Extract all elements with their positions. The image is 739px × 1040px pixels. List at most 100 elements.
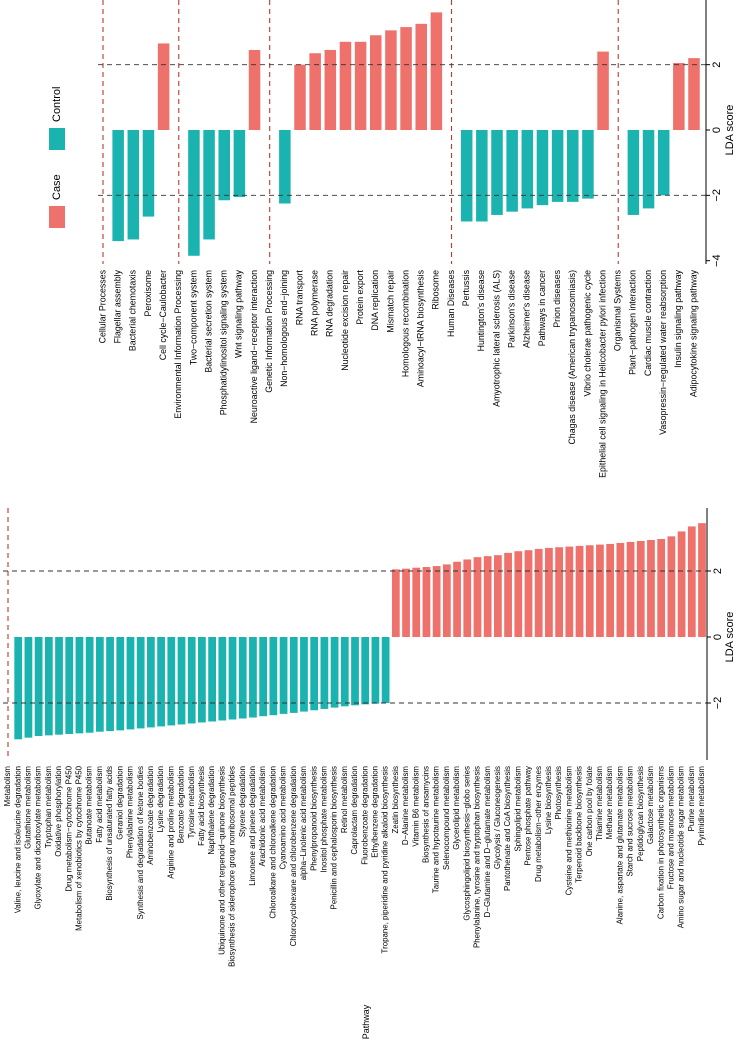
control-bar-alzheimer-s-disease — [521, 130, 534, 209]
category-label-peptidoglycan-biosynthesis: Peptidoglycan biosynthesis — [636, 766, 645, 861]
case-bar-neuroactive-ligand-receptor-interaction — [248, 49, 261, 130]
case-bar-d-alanine-metabolism — [402, 568, 410, 637]
category-label-plant-pathogen-interaction: Plant−pathogen interaction — [628, 270, 638, 375]
control-bar-bacterial-chemotaxis — [127, 130, 140, 240]
control-bar-aminobenzoate-degradation — [147, 637, 155, 728]
case-bar-rna-degradation — [324, 49, 337, 130]
category-label-ubiquinone-and-other-terpenoid-quinone-biosynthesis: Ubiquinone and other terpenoid−quinone b… — [217, 766, 226, 955]
case-bar-cysteine-and-methionine-metabolism — [565, 546, 574, 637]
category-label-phenylpropanoid-biosynthesis: Phenylpropanoid biosynthesis — [309, 766, 318, 871]
control-bar-phenylalanine-metabolism — [126, 637, 135, 730]
case-bar-pyrimidine-metabolism — [698, 523, 706, 637]
category-label-bacterial-secretion-system: Bacterial secretion system — [203, 270, 213, 373]
control-bar-huntington-s-disease — [476, 130, 488, 222]
pathway-axis-title: Pathway — [361, 1004, 371, 1039]
legend-swatch-case — [49, 206, 65, 228]
category-label-valine-leucine-and-isoleucine-degradation: Valine, leucine and isoleucine degradati… — [13, 766, 22, 913]
category-label-vibrio-cholerae-pathogenic-cycle: Vibrio cholerae pathogenic cycle — [582, 270, 592, 397]
case-bar-d-glutamine-and-d-glutamate-metabolism — [483, 556, 492, 637]
control-bar-chloroalkane-and-chloroalkene-degradation — [269, 637, 278, 716]
category-label-nucleotide-excision-repair: Nucleotide excision repair — [340, 270, 350, 371]
category-label-pantothenate-and-coa-biosynthesis: Pantothenate and CoA biosynthesis — [503, 766, 512, 891]
control-bar-retinol-metabolism — [340, 637, 349, 707]
control-bar-cardiac-muscle-contraction — [642, 130, 655, 209]
category-label-pertussis: Pertussis — [461, 269, 471, 306]
category-label-adipocytokine-signaling-pathway: Adipocytokine signaling pathway — [688, 269, 698, 397]
control-bar-biosynthesis-of-unsaturated-fatty-acids — [106, 637, 114, 732]
lda-tick-label: −4 — [711, 254, 723, 267]
category-label-genetic-information-processing: Genetic Information Processing — [264, 270, 274, 393]
category-label-peroxisome: Peroxisome — [143, 270, 153, 317]
category-label-carbon-fixation-in-photosynthetic-organisms: Carbon fixation in photosynthetic organi… — [656, 766, 665, 919]
control-bar-two-component-system — [188, 130, 200, 256]
category-label-non-homologous-end-joining: Non−homologous end−joining — [279, 270, 289, 387]
lda-tick-label: 0 — [711, 127, 723, 133]
case-bar-rna-transport — [294, 64, 306, 130]
control-bar-limonene-and-pinene-degradation — [249, 637, 257, 718]
category-label-cysteine-and-methionine-metabolism: Cysteine and methionine metabolism — [564, 766, 573, 896]
case-bar-photosynthesis — [555, 547, 563, 637]
case-bar-aminoacyl-trna-biosynthesis — [415, 23, 427, 130]
control-bar-naphthalene-degradation — [208, 637, 216, 722]
category-label-alpha-linolenic-acid-metabolism: alpha−Linolenic acid metabolism — [299, 766, 308, 881]
control-bar-parkinson-s-disease — [506, 130, 518, 212]
category-label-purine-metabolism: Purine metabolism — [687, 766, 696, 832]
case-bar-insulin-signaling-pathway — [673, 63, 685, 131]
category-label-d-glutamine-and-d-glutamate-metabolism: D−Glutamine and D−glutamate metabolism — [483, 766, 492, 918]
category-label-organismal-systems: Organismal Systems — [613, 269, 623, 351]
category-label-cellular-processes: Cellular Processes — [97, 269, 107, 343]
category-label-bacterial-chemotaxis: Bacterial chemotaxis — [128, 269, 138, 351]
category-label-huntington-s-disease: Huntington's disease — [476, 270, 486, 352]
category-label-parkinson-s-disease: Parkinson's disease — [506, 270, 516, 348]
category-label-mismatch-repair: Mismatch repair — [385, 270, 395, 333]
category-label-aminoacyl-trna-biosynthesis: Aminoacyl−tRNA biosynthesis — [416, 269, 426, 387]
bottom-lda-panel: Metabolism Valine, leucine and isoleucine… — [3, 508, 724, 967]
category-label-sphingolipid-metabolism: Sphingolipid metabolism — [513, 766, 522, 852]
category-label-retinol-metabolism: Retinol metabolism — [340, 766, 349, 834]
category-label-cardiac-muscle-contraction: Cardiac muscle contraction — [643, 270, 653, 376]
case-bar-nucleotide-excision-repair — [339, 41, 352, 130]
control-bar-amyotrophic-lateral-sclerosis-als — [491, 130, 503, 215]
category-label-methane-metabolism: Methane metabolism — [605, 766, 614, 840]
lda-tick-label: −2 — [712, 697, 724, 710]
category-label-pentose-phosphate-pathway: Pentose phosphate pathway — [524, 766, 533, 866]
category-label-glycosphingolipid-biosynthesis-globo-series: Glycosphingolipid biosynthesis−globo ser… — [462, 766, 471, 921]
control-bar-phenylpropanoid-biosynthesis — [310, 637, 319, 711]
category-label-neuroactive-ligand-receptor-interaction: Neuroactive ligand−receptor interaction — [249, 270, 259, 423]
category-label-human-diseases: Human Diseases — [446, 269, 456, 337]
category-label-taurine-and-hypotaurine-metabolism: Taurine and hypotaurine metabolism — [432, 766, 441, 894]
category-label-prion-diseases: Prion diseases — [552, 269, 562, 327]
category-label-homologous-recombination: Homologous recombination — [400, 270, 410, 377]
control-bar-fatty-acid-metabolism — [95, 637, 104, 732]
control-bar-metabolism-of-xenobiotics-by-cytochrome-p450 — [75, 637, 84, 734]
control-bar-arginine-and-proline-metabolism — [167, 637, 176, 726]
legend-swatch-control — [49, 128, 65, 150]
category-label-lysine-biosynthesis: Lysine biosynthesis — [544, 766, 553, 834]
control-bar-peroxisome — [142, 130, 155, 217]
category-label-limonene-and-pinene-degradation: Limonene and pinene degradation — [248, 766, 257, 886]
category-label-tropane-piperidine-and-pyridine-alkaloid-biosynthesis: Tropane, piperidine and pyridine alkaloi… — [381, 766, 390, 953]
category-label-amyotrophic-lateral-sclerosis-als: Amyotrophic lateral sclerosis (ALS) — [491, 270, 501, 407]
control-bar-fluorobenzoate-degradation — [361, 637, 370, 705]
case-bar-one-carbon-pool-by-folate — [585, 545, 594, 637]
case-bar-dna-replication — [370, 35, 382, 131]
case-bar-pantothenate-and-coa-biosynthesis — [504, 552, 512, 637]
case-bar-fructose-and-mannose-metabolism — [667, 536, 676, 637]
case-bar-taurine-and-hypotaurine-metabolism — [432, 566, 441, 637]
case-bar-adipocytokine-signaling-pathway — [688, 58, 700, 130]
category-label-butanoate-metabolism: Butanoate metabolism — [85, 766, 94, 845]
case-bar-phenylalanine-tyrosine-and-tryptophan-biosynthesis — [473, 557, 482, 637]
control-bar-lysine-degradation — [157, 637, 165, 727]
lda-tick-label: 2 — [712, 568, 724, 574]
category-label-benzoate-degradation: Benzoate degradation — [177, 766, 186, 843]
category-label-biosynthesis-of-ansamycins: Biosynthesis of ansamycins — [422, 766, 431, 863]
category-label-protein-export: Protein export — [355, 269, 365, 324]
category-label-vasopressin-regulated-water-reabsorption: Vasopressin−regulated water reabsorption — [658, 270, 668, 435]
top-bar-group — [112, 12, 700, 256]
control-bar-arachidonic-acid-metabolism — [259, 637, 268, 717]
control-bar-oxidative-phosphorylation — [55, 637, 63, 735]
control-bar-penicillin-and-cephalosporin-biosynthesis — [330, 637, 339, 708]
category-label-tryptophan-metabolism: Tryptophan metabolism — [44, 766, 53, 849]
case-bar-purine-metabolism — [687, 526, 696, 637]
